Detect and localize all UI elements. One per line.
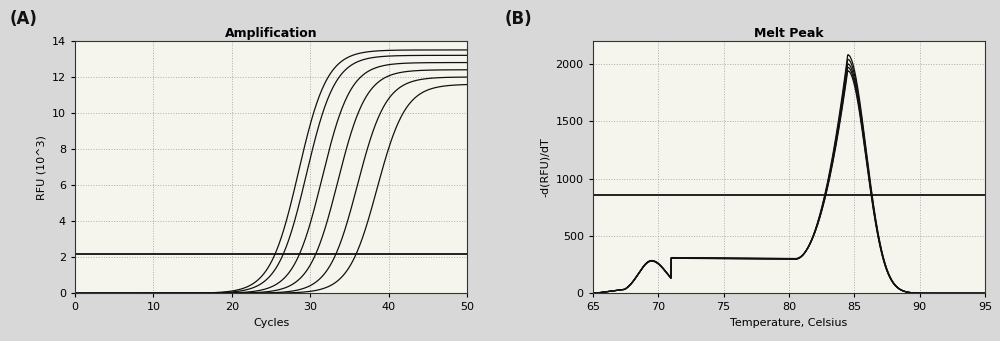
Title: Amplification: Amplification — [225, 27, 317, 40]
Text: (A): (A) — [10, 10, 38, 28]
Y-axis label: RFU (10^3): RFU (10^3) — [36, 135, 46, 199]
X-axis label: Temperature, Celsius: Temperature, Celsius — [730, 318, 848, 328]
Text: (B): (B) — [505, 10, 533, 28]
X-axis label: Cycles: Cycles — [253, 318, 289, 328]
Title: Melt Peak: Melt Peak — [754, 27, 824, 40]
Y-axis label: -d(RFU)/dT: -d(RFU)/dT — [540, 137, 550, 197]
